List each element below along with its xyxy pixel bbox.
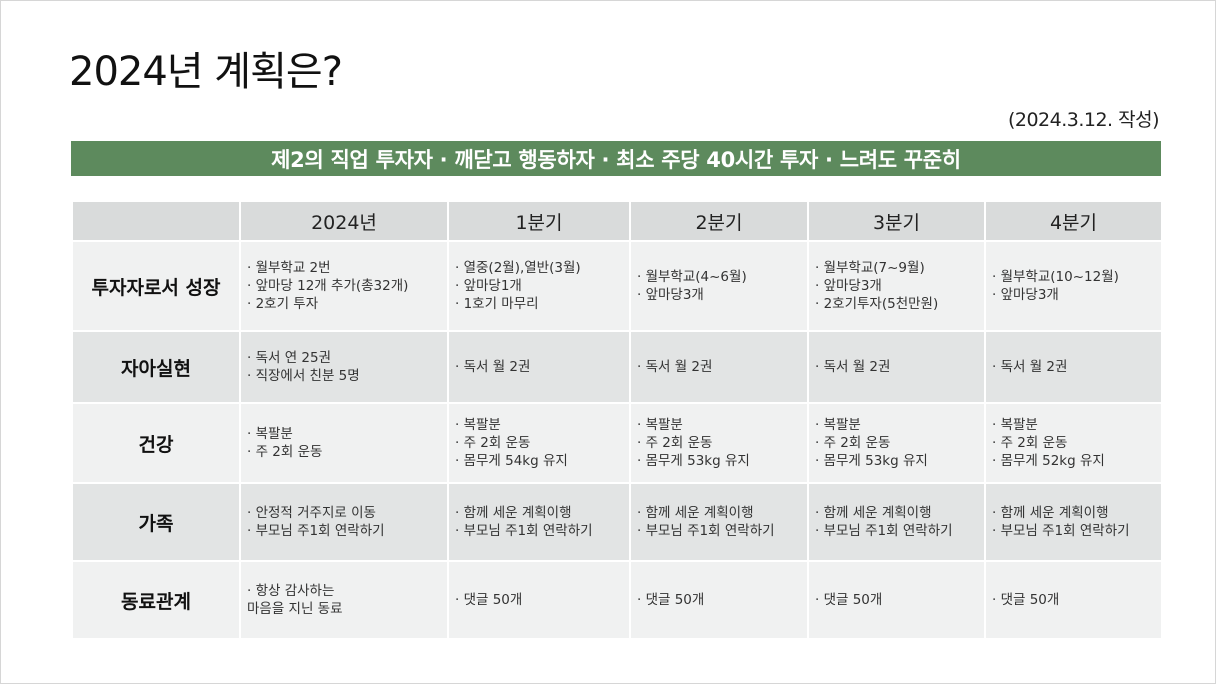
table-body: 투자자로서 성장 · 월부학교 2번 · 앞마당 12개 추가(총32개) · 2호기…	[71, 240, 1163, 640]
cell-year: · 항상 감사하는 마음을 지닌 동료	[239, 560, 449, 640]
cell-line: · 부모님 주1회 연락하기	[247, 523, 385, 539]
date-label: (2024.3.12. 작성)	[1007, 109, 1160, 131]
cell-line: · 주 2회 운동	[815, 435, 891, 451]
header-q3: 3분기	[807, 200, 986, 242]
cell-line: · 독서 월 2권	[992, 359, 1068, 375]
cell-year: · 안정적 거주지로 이동 · 부모님 주1회 연락하기	[239, 482, 449, 562]
cell-line: · 댓글 50개	[815, 592, 883, 608]
cell-line: · 앞마당1개	[455, 278, 522, 294]
cell-line: · 함께 세운 계획이행	[992, 505, 1109, 521]
row-label: 건강	[71, 402, 241, 484]
page-title: 2024년 계획은?	[69, 49, 343, 95]
cell-q4: · 독서 월 2권	[984, 330, 1163, 404]
cell-line: · 복팔분	[455, 417, 501, 433]
cell-line: 마음을 지닌 동료	[247, 601, 343, 617]
cell-line: · 주 2회 운동	[992, 435, 1068, 451]
cell-line: · 1호기 마무리	[455, 296, 539, 312]
cell-q1: · 열중(2월),열반(3월) · 앞마당1개 · 1호기 마무리	[447, 240, 631, 332]
cell-line: · 댓글 50개	[992, 592, 1060, 608]
cell-line: · 몸무게 52kg 유지	[992, 453, 1105, 469]
cell-year: · 독서 연 25권 · 직장에서 친분 5명	[239, 330, 449, 404]
cell-line: · 안정적 거주지로 이동	[247, 505, 376, 521]
cell-line: · 항상 감사하는	[247, 583, 335, 599]
cell-line: · 주 2회 운동	[247, 444, 323, 460]
cell-q2: · 댓글 50개	[629, 560, 809, 640]
cell-line: · 주 2회 운동	[637, 435, 713, 451]
cell-q2: · 복팔분 · 주 2회 운동 · 몸무게 53kg 유지	[629, 402, 809, 484]
cell-year: · 월부학교 2번 · 앞마당 12개 추가(총32개) · 2호기 투자	[239, 240, 449, 332]
header-q4: 4분기	[984, 200, 1163, 242]
header-corner	[71, 200, 241, 242]
table-header-row: 2024년 1분기 2분기 3분기 4분기	[71, 200, 1163, 242]
cell-q3: · 댓글 50개	[807, 560, 986, 640]
header-q1: 1분기	[447, 200, 631, 242]
cell-line: · 부모님 주1회 연락하기	[637, 523, 775, 539]
cell-line: · 몸무게 54kg 유지	[455, 453, 568, 469]
cell-line: · 열중(2월),열반(3월)	[455, 260, 581, 276]
cell-line: · 함께 세운 계획이행	[815, 505, 932, 521]
cell-line: · 댓글 50개	[637, 592, 705, 608]
header-q2: 2분기	[629, 200, 809, 242]
cell-year: · 복팔분 · 주 2회 운동	[239, 402, 449, 484]
cell-line: · 함께 세운 계획이행	[455, 505, 572, 521]
header-year: 2024년	[239, 200, 449, 242]
table-row: 투자자로서 성장 · 월부학교 2번 · 앞마당 12개 추가(총32개) · 2호기…	[71, 240, 1163, 332]
cell-line: · 몸무게 53kg 유지	[637, 453, 750, 469]
cell-line: · 앞마당3개	[815, 278, 882, 294]
cell-line: · 앞마당3개	[992, 287, 1059, 303]
cell-line: · 2호기투자(5천만원)	[815, 296, 939, 312]
cell-line: · 월부학교(4~6월)	[637, 269, 747, 285]
cell-q3: · 함께 세운 계획이행 · 부모님 주1회 연락하기	[807, 482, 986, 562]
cell-q4: · 함께 세운 계획이행 · 부모님 주1회 연락하기	[984, 482, 1163, 562]
motto-banner: 제2의 직업 투자자 · 깨닫고 행동하자 · 최소 주당 40시간 투자 · …	[71, 141, 1161, 176]
cell-line: · 댓글 50개	[455, 592, 523, 608]
cell-line: · 부모님 주1회 연락하기	[455, 523, 593, 539]
cell-line: · 앞마당3개	[637, 287, 704, 303]
cell-q4: · 복팔분 · 주 2회 운동 · 몸무게 52kg 유지	[984, 402, 1163, 484]
table-row: 동료관계 · 항상 감사하는 마음을 지닌 동료 · 댓글 50개 · 댓글 50개 ·…	[71, 560, 1163, 640]
cell-line: · 주 2회 운동	[455, 435, 531, 451]
cell-line: · 몸무게 53kg 유지	[815, 453, 928, 469]
cell-line: · 2호기 투자	[247, 296, 319, 312]
plan-table: 2024년 1분기 2분기 3분기 4분기 투자자로서 성장 · 월부학교 2번 ·…	[71, 200, 1163, 640]
cell-line: · 월부학교 2번	[247, 260, 331, 276]
table-row: 가족 · 안정적 거주지로 이동 · 부모님 주1회 연락하기 · 함께 세운 계획이…	[71, 482, 1163, 562]
cell-line: · 복팔분	[815, 417, 861, 433]
cell-q1: · 복팔분 · 주 2회 운동 · 몸무게 54kg 유지	[447, 402, 631, 484]
row-label: 자아실현	[71, 330, 241, 404]
cell-line: · 부모님 주1회 연락하기	[992, 523, 1130, 539]
cell-line: · 복팔분	[247, 426, 293, 442]
table-row: 자아실현 · 독서 연 25권 · 직장에서 친분 5명 · 독서 월 2권 · 독서 …	[71, 330, 1163, 404]
cell-line: · 독서 연 25권	[247, 350, 332, 366]
cell-q2: · 월부학교(4~6월) · 앞마당3개	[629, 240, 809, 332]
cell-q2: · 함께 세운 계획이행 · 부모님 주1회 연락하기	[629, 482, 809, 562]
cell-q3: · 복팔분 · 주 2회 운동 · 몸무게 53kg 유지	[807, 402, 986, 484]
cell-line: · 함께 세운 계획이행	[637, 505, 754, 521]
cell-line: · 복팔분	[992, 417, 1038, 433]
cell-q2: · 독서 월 2권	[629, 330, 809, 404]
row-label: 동료관계	[71, 560, 241, 640]
cell-q3: · 독서 월 2권	[807, 330, 986, 404]
cell-q1: · 독서 월 2권	[447, 330, 631, 404]
cell-line: · 독서 월 2권	[637, 359, 713, 375]
cell-line: · 부모님 주1회 연락하기	[815, 523, 953, 539]
cell-line: · 복팔분	[637, 417, 683, 433]
cell-line: · 월부학교(10~12월)	[992, 269, 1119, 285]
row-label: 가족	[71, 482, 241, 562]
table-row: 건강 · 복팔분 · 주 2회 운동 · 복팔분 · 주 2회 운동 · 몸무게 54kg…	[71, 402, 1163, 484]
cell-line: · 월부학교(7~9월)	[815, 260, 925, 276]
cell-q1: · 함께 세운 계획이행 · 부모님 주1회 연락하기	[447, 482, 631, 562]
cell-q1: · 댓글 50개	[447, 560, 631, 640]
row-label: 투자자로서 성장	[71, 240, 241, 332]
cell-q4: · 월부학교(10~12월) · 앞마당3개	[984, 240, 1163, 332]
cell-line: · 직장에서 친분 5명	[247, 368, 360, 384]
cell-line: · 독서 월 2권	[455, 359, 531, 375]
cell-q4: · 댓글 50개	[984, 560, 1163, 640]
cell-q3: · 월부학교(7~9월) · 앞마당3개 · 2호기투자(5천만원)	[807, 240, 986, 332]
cell-line: · 독서 월 2권	[815, 359, 891, 375]
cell-line: · 앞마당 12개 추가(총32개)	[247, 278, 409, 294]
